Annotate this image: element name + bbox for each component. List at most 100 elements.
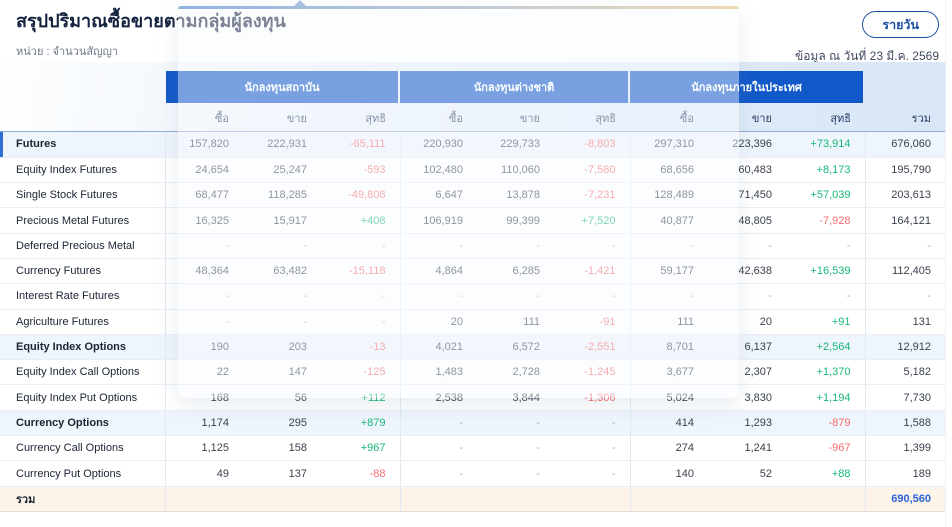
value-cell: +967: [321, 435, 401, 462]
table-row: Agriculture Futures - - -20 111 -91 111 20 +91 13…: [0, 309, 945, 335]
table-row: Equity Index Options 190 203 -13 4,021 6,572-…: [0, 334, 945, 361]
value-cell: 3,830: [708, 384, 786, 411]
grand-total-cell: 690,560: [865, 486, 945, 512]
table-row: Currency Futures 48,364 63,482 -15,118 4,864…: [0, 258, 945, 285]
total-cell: 203,613: [865, 182, 945, 209]
value-cell: +88: [786, 460, 866, 487]
value-cell: 111: [477, 309, 554, 335]
value-cell: +112: [321, 384, 401, 411]
value-cell: 1,174: [165, 410, 243, 437]
value-cell: -1,245: [554, 359, 631, 386]
value-cell: 168: [165, 384, 243, 411]
table-row: Single Stock Futures 68,477 118,285 -49,808…: [0, 182, 945, 209]
value-cell: 1,241: [708, 435, 786, 462]
value-cell: 3,677: [630, 359, 708, 386]
column-header: สุทธิ: [830, 112, 851, 125]
value-cell: -8,803: [554, 132, 631, 158]
value-cell: -: [554, 410, 631, 437]
page-title: สรุปปริมาณซื้อขายตามกลุ่มผู้ลงทุน: [16, 11, 286, 31]
value-cell: 229,733: [477, 132, 554, 158]
value-cell: 56: [243, 384, 321, 411]
value-cell: -967: [786, 435, 866, 462]
value-cell: 1,483: [400, 359, 477, 386]
value-cell: -88: [321, 460, 401, 487]
total-cell: 12,912: [865, 334, 945, 361]
value-cell: -2,551: [554, 334, 631, 361]
value-cell: 220,930: [400, 132, 477, 158]
value-cell: -: [554, 435, 631, 462]
value-cell: -: [243, 309, 321, 335]
value-cell: -: [786, 233, 866, 259]
value-cell: +1,370: [786, 359, 866, 386]
table-row: Equity Index Futures 24,654 25,247 -593 102,…: [0, 157, 945, 184]
value-cell: 71,450: [708, 182, 786, 209]
value-cell: -: [165, 309, 243, 335]
value-cell: 3,844: [477, 384, 554, 411]
value-cell: 49: [165, 460, 243, 487]
row-label: Equity Index Put Options: [0, 384, 166, 411]
value-cell: 118,285: [243, 182, 321, 209]
value-cell: -7,580: [554, 157, 631, 184]
value-cell: 111: [630, 309, 708, 335]
value-cell: 6,647: [400, 182, 477, 209]
column-header: สุทธิ: [595, 112, 616, 125]
value-cell: 5,024: [630, 384, 708, 411]
value-cell: 16,325: [165, 207, 243, 234]
column-header: สุทธิ: [365, 112, 386, 125]
row-label: Futures: [0, 132, 166, 158]
value-cell: 99,399: [477, 207, 554, 234]
value-cell: -15,118: [321, 258, 401, 285]
daily-frequency-button[interactable]: รายวัน: [862, 11, 939, 38]
value-cell: -7,231: [554, 182, 631, 209]
value-cell: 24,654: [165, 157, 243, 184]
unit-label: หน่วย : จำนวนสัญญา: [16, 46, 119, 58]
value-cell: 190: [165, 334, 243, 361]
value-cell: -125: [321, 359, 401, 386]
value-cell: +879: [321, 410, 401, 437]
value-cell: -1,306: [554, 384, 631, 411]
value-cell: [243, 486, 321, 512]
row-label: Equity Index Futures: [0, 157, 166, 184]
value-cell: -: [321, 283, 401, 310]
value-cell: 297,310: [630, 132, 708, 158]
total-cell: 195,790: [865, 157, 945, 184]
corner-spacer: [0, 71, 166, 103]
value-cell: 102,480: [400, 157, 477, 184]
value-cell: [630, 486, 708, 512]
row-label: Equity Index Options: [0, 334, 166, 361]
value-cell: -: [554, 283, 631, 310]
value-cell: [165, 486, 243, 512]
column-header-total: รวม: [911, 112, 931, 125]
value-cell: -: [400, 435, 477, 462]
value-cell: +91: [786, 309, 866, 335]
value-cell: [708, 486, 786, 512]
value-cell: 137: [243, 460, 321, 487]
value-cell: 140: [630, 460, 708, 487]
row-label: Currency Put Options: [0, 460, 166, 487]
value-cell: -: [321, 309, 401, 335]
table-row: Equity Index Call Options 22 147 -125 1,483 2…: [0, 359, 945, 386]
total-cell: 7,730: [865, 384, 945, 411]
value-cell: 6,285: [477, 258, 554, 285]
sub-header-row: ซื้อ ขาย สุทธิ ซื้อ ขาย สุทธิ ซื้อ ขาย สุทธิ รวม: [0, 103, 945, 132]
scrollbar[interactable]: [945, 0, 952, 527]
total-cell: -: [865, 283, 945, 310]
value-cell: 110,060: [477, 157, 554, 184]
group-header-domestic: นักลงทุนภายในประเทศ: [630, 71, 863, 103]
value-cell: +57,039: [786, 182, 866, 209]
value-cell: 1,293: [708, 410, 786, 437]
total-cell: 676,060: [865, 132, 945, 158]
value-cell: -: [165, 283, 243, 310]
value-cell: 157,820: [165, 132, 243, 158]
value-cell: 22: [165, 359, 243, 386]
value-cell: 158: [243, 435, 321, 462]
value-cell: 8,701: [630, 334, 708, 361]
value-cell: 59,177: [630, 258, 708, 285]
value-cell: +7,520: [554, 207, 631, 234]
total-cell: 1,399: [865, 435, 945, 462]
row-label: Currency Futures: [0, 258, 166, 285]
group-header-institutional: นักลงทุนสถาบัน: [166, 71, 398, 103]
row-label: Agriculture Futures: [0, 309, 166, 335]
value-cell: -: [477, 283, 554, 310]
